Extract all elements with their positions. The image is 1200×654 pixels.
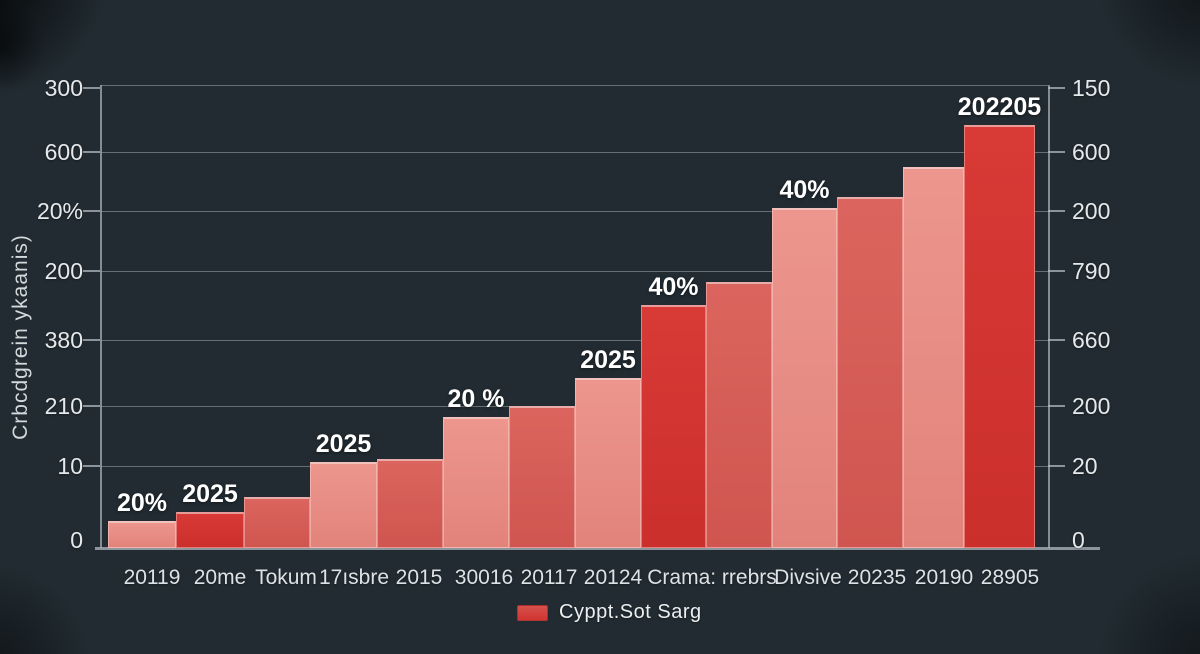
x-axis-line <box>95 547 1100 550</box>
y-tick-mark-right <box>1048 87 1065 89</box>
x-tick-label: 30016 <box>454 566 514 589</box>
bar <box>575 378 641 548</box>
y-axis-line-right <box>1048 85 1050 548</box>
y-tick-mark-right <box>1048 270 1065 272</box>
x-tick-label: 28905 <box>980 566 1040 589</box>
y-tick-mark-left <box>83 151 100 153</box>
x-tick-label: 2015 <box>395 566 443 589</box>
y-tick-label-left: 200 <box>44 258 83 284</box>
y-tick-label-right: 600 <box>1072 139 1111 165</box>
gridline <box>101 152 1048 153</box>
y-tick-mark-right <box>1048 465 1065 467</box>
x-tick-label: Divsive <box>774 566 842 589</box>
gridline <box>101 340 1048 341</box>
y-tick-label-left: 0 <box>70 527 83 553</box>
y-tick-label-left: 600 <box>44 139 83 165</box>
bar <box>903 167 964 548</box>
bar-value-label: 2025 <box>182 480 238 508</box>
y-tick-mark-left <box>83 465 100 467</box>
y-tick-mark-right <box>1048 405 1065 407</box>
gridline <box>101 85 1048 86</box>
y-tick-label-left: 210 <box>44 393 83 419</box>
y-tick-label-left: 20% <box>36 198 83 224</box>
gridline <box>101 211 1048 212</box>
bar <box>443 417 509 548</box>
x-tick-label: Tokum <box>255 566 317 589</box>
x-tick-label: 20117 <box>520 566 578 589</box>
bar <box>641 305 706 548</box>
bar <box>377 459 443 548</box>
bar <box>244 497 310 548</box>
y-tick-mark-left <box>83 270 100 272</box>
bar <box>964 125 1035 548</box>
y-tick-label-right: 150 <box>1072 75 1111 101</box>
bar-value-label: 40% <box>779 176 830 204</box>
bar <box>310 462 377 548</box>
bar-value-label: 20 % <box>447 385 505 413</box>
legend-label: Cyppt.Sot Sarg <box>559 601 702 623</box>
y-axis-line-left <box>100 85 102 548</box>
y-tick-mark-left <box>83 210 100 212</box>
bar <box>837 197 903 548</box>
bar-value-label: 202205 <box>957 93 1042 121</box>
y-tick-label-right: 660 <box>1072 327 1111 353</box>
y-tick-label-right: 200 <box>1072 198 1111 224</box>
bar <box>509 406 575 548</box>
y-tick-mark-left <box>83 87 100 89</box>
y-tick-mark-right <box>1048 339 1065 341</box>
y-tick-label-right: 790 <box>1072 258 1111 284</box>
y-tick-label-left: 380 <box>44 327 83 353</box>
legend: Cyppt.Sot Sarg <box>517 601 702 624</box>
bar <box>176 512 244 548</box>
y-tick-mark-right <box>1048 151 1065 153</box>
x-tick-label: 20119 <box>123 566 181 589</box>
y-tick-label-right: 20 <box>1072 453 1098 479</box>
legend-swatch-icon <box>517 604 548 621</box>
x-tick-label: 20235 <box>847 566 907 589</box>
bar <box>772 208 837 548</box>
bar-value-label: 2025 <box>580 346 636 374</box>
x-tick-label: 20me <box>193 566 247 589</box>
y-tick-mark-left <box>83 405 100 407</box>
y-tick-label-right: 0 <box>1072 527 1085 553</box>
bar <box>108 521 176 548</box>
bar-value-label: 20% <box>116 489 168 517</box>
x-tick-label: Crama: rrebrs <box>647 566 777 589</box>
y-tick-mark-right <box>1048 210 1065 212</box>
y-tick-label-left: 10 <box>57 453 83 479</box>
y-tick-mark-left <box>83 339 100 341</box>
x-tick-label: 20124 <box>583 566 643 589</box>
y-tick-label-left: 300 <box>44 75 83 101</box>
y-tick-label-right: 200 <box>1072 393 1111 419</box>
bar-value-label: 40% <box>648 273 699 301</box>
x-tick-label: 20190 <box>914 566 974 589</box>
bar <box>706 282 772 548</box>
bar-value-label: 2025 <box>315 430 372 458</box>
gridline <box>101 271 1048 272</box>
x-tick-label: 17ısbre <box>318 566 390 589</box>
